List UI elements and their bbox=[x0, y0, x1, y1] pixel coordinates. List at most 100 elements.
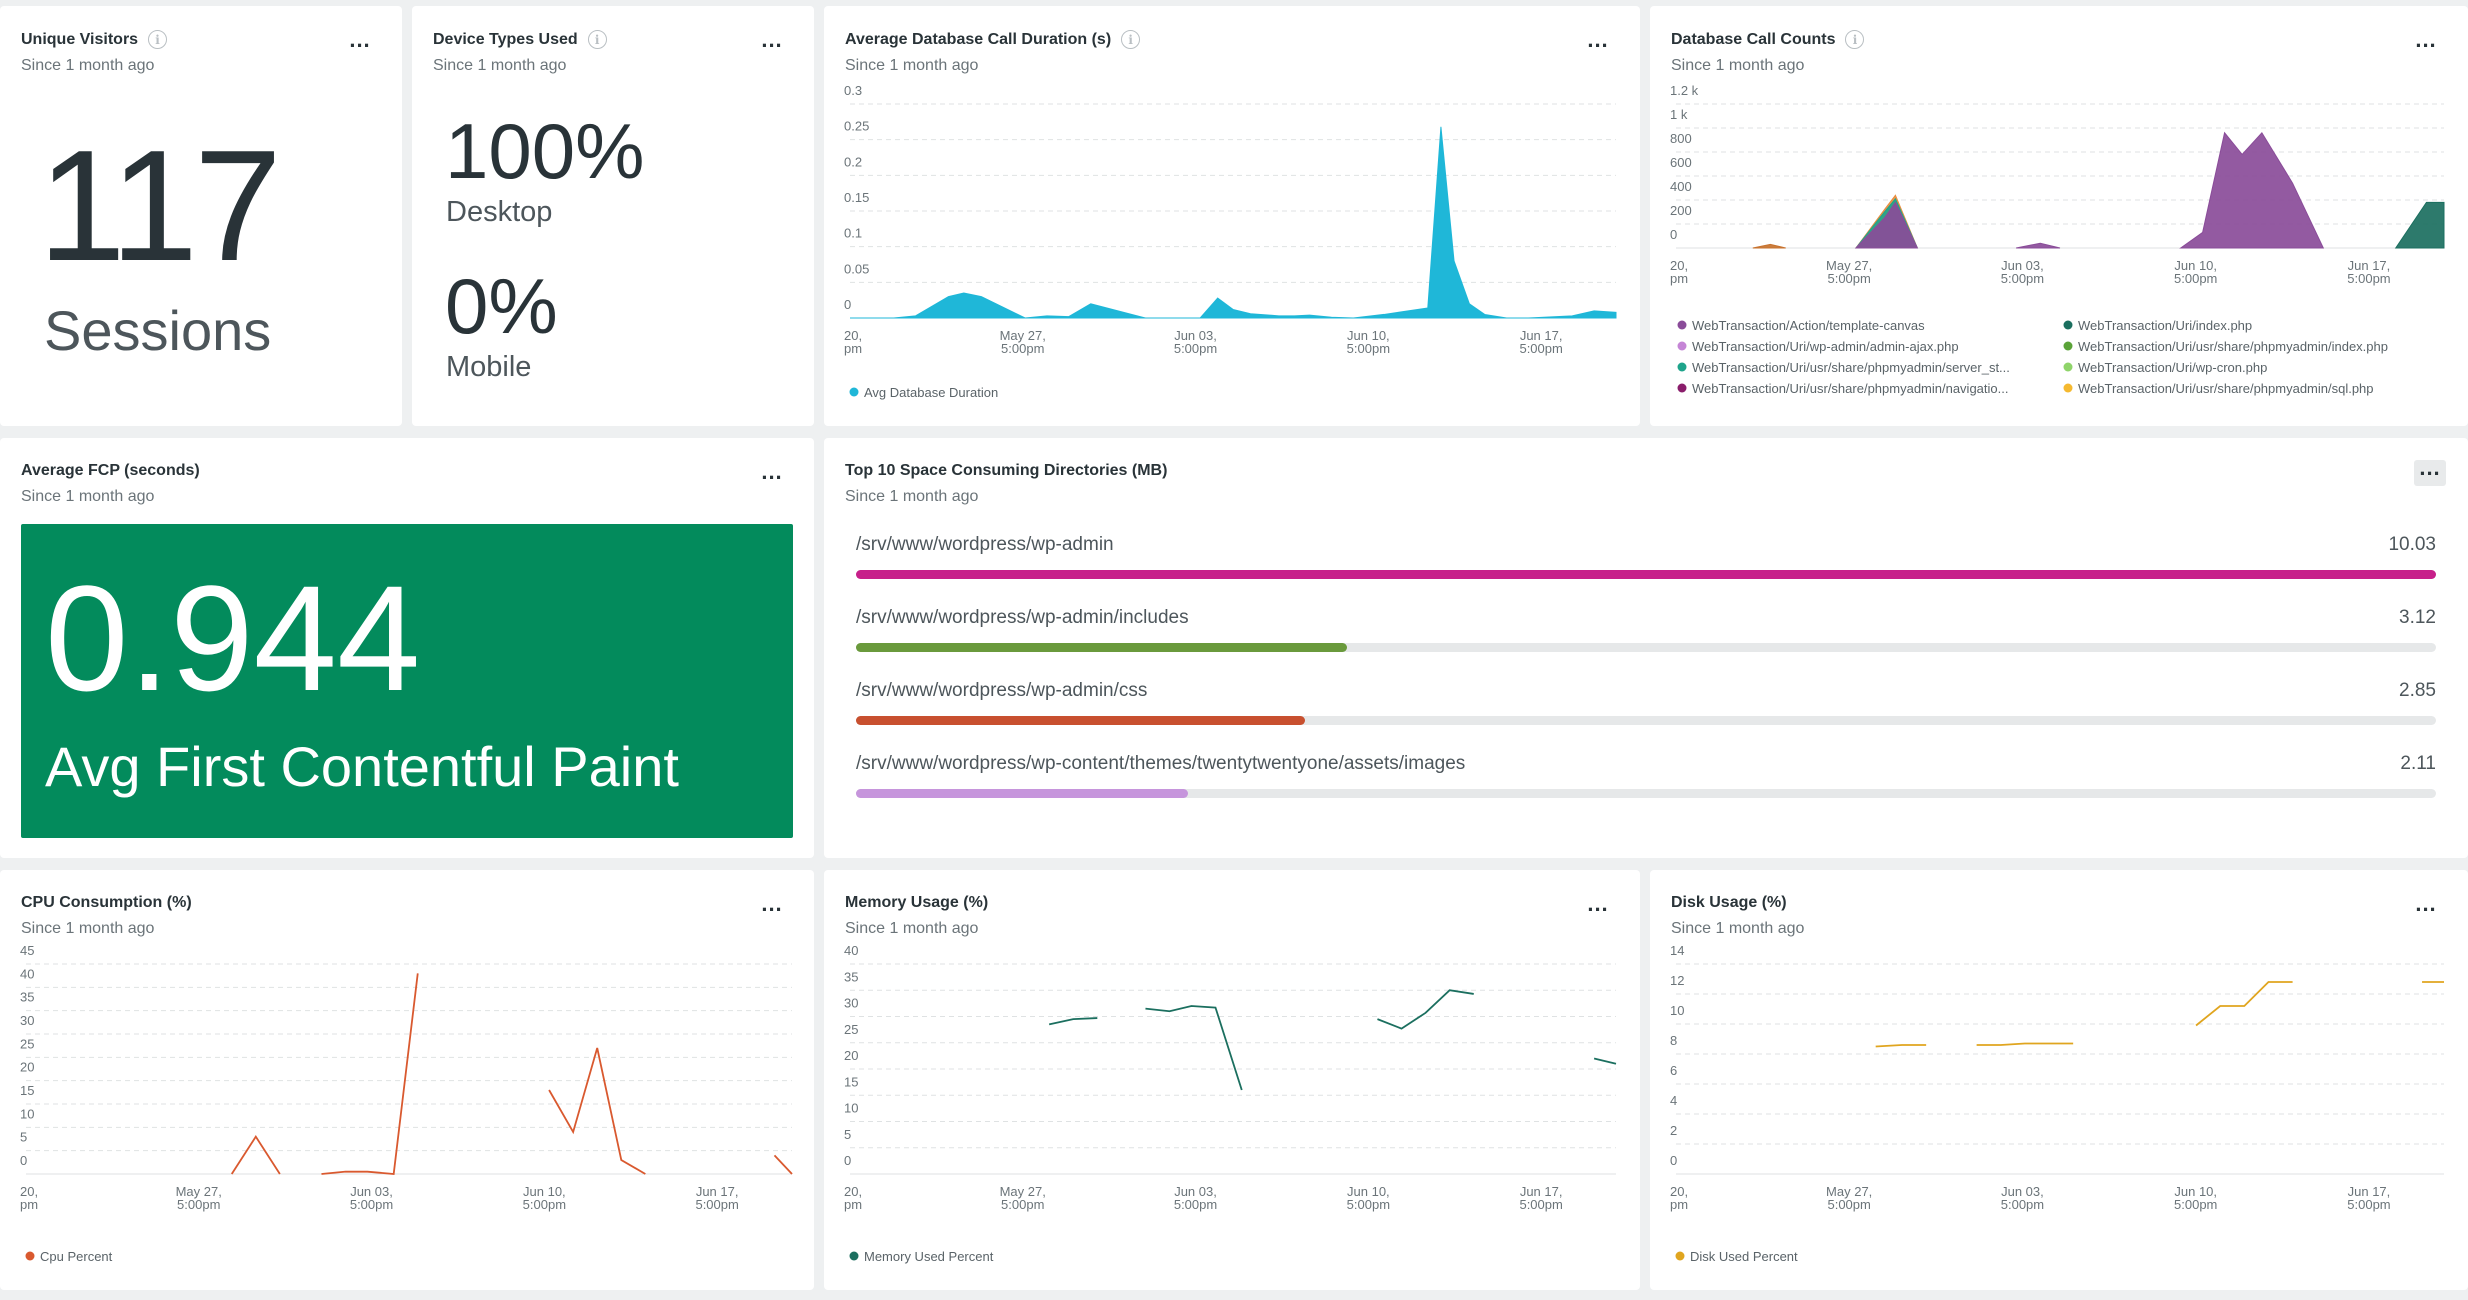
x-tick-label: Jun 03, bbox=[1174, 328, 1217, 343]
x-tick-label: May 27, bbox=[1826, 1184, 1872, 1199]
legend-swatch bbox=[2063, 341, 2073, 351]
x-tick-label: May 27, bbox=[1000, 328, 1046, 343]
device-types-card: Device Types Used i Since 1 month ago ..… bbox=[412, 6, 814, 426]
legend-label: Avg Database Duration bbox=[864, 385, 998, 400]
directory-size: 10.03 bbox=[2388, 534, 2436, 555]
more-options-button[interactable]: ... bbox=[2415, 27, 2437, 52]
legend-swatch bbox=[1677, 362, 1687, 372]
x-tick-label: 5:00pm bbox=[1519, 341, 1562, 356]
x-tick-label: 5:00pm bbox=[2174, 271, 2217, 286]
y-tick-label: 0 bbox=[844, 297, 851, 312]
y-tick-label: 0 bbox=[1670, 1153, 1677, 1168]
card-title: CPU Consumption (%) bbox=[21, 894, 192, 911]
y-tick-label: 10 bbox=[20, 1106, 34, 1121]
x-tick-label: 5:00pm bbox=[1001, 1197, 1044, 1212]
card-title: Database Call Counts bbox=[1671, 30, 1836, 48]
more-options-button[interactable]: ... bbox=[349, 27, 371, 52]
x-tick-label: May 27, bbox=[176, 1184, 222, 1199]
y-tick-label: 15 bbox=[844, 1074, 858, 1089]
x-tick-label: 5:00pm bbox=[1174, 1197, 1217, 1212]
call-count-area bbox=[1752, 243, 1786, 249]
x-tick-label: 5:00pm bbox=[1519, 1197, 1562, 1212]
directory-path: /srv/www/wordpress/wp-admin/includes bbox=[856, 607, 1189, 628]
more-options-button[interactable]: ... bbox=[1587, 891, 1609, 916]
legend-label: WebTransaction/Uri/usr/share/phpmyadmin/… bbox=[1692, 360, 2010, 375]
legend-swatch bbox=[2063, 320, 2073, 330]
card-subtitle: Since 1 month ago bbox=[433, 57, 567, 74]
info-icon[interactable]: i bbox=[148, 30, 168, 49]
x-tick-label: Jun 17, bbox=[2348, 1184, 2391, 1199]
x-tick-label: Jun 17, bbox=[1520, 1184, 1563, 1199]
series-line bbox=[548, 1047, 646, 1175]
call-count-area bbox=[2016, 242, 2061, 249]
legend-swatch bbox=[849, 1251, 859, 1261]
x-tick-label: pm bbox=[1670, 1197, 1688, 1212]
visitor-count-label: Sessions bbox=[44, 299, 272, 362]
bar-fill bbox=[856, 716, 1305, 725]
bar-track bbox=[856, 643, 2436, 652]
y-tick-label: 45 bbox=[20, 943, 34, 958]
legend-swatch bbox=[25, 1251, 35, 1261]
x-tick-label: Jun 03, bbox=[350, 1184, 393, 1199]
avg-fcp-card: Average FCP (seconds) Since 1 month ago … bbox=[0, 438, 814, 858]
y-tick-label: 35 bbox=[20, 990, 34, 1005]
card-title: Average Database Call Duration (s) bbox=[845, 30, 1112, 48]
x-tick-label: 20, bbox=[844, 328, 862, 343]
y-tick-label: 0 bbox=[1670, 227, 1677, 242]
more-options-button[interactable]: ... bbox=[761, 459, 783, 484]
x-tick-label: 5:00pm bbox=[1174, 341, 1217, 356]
directory-path: /srv/www/wordpress/wp-admin bbox=[856, 534, 1114, 555]
info-icon[interactable]: i bbox=[1845, 30, 1865, 49]
memory-card: Memory Usage (%) Since 1 month ago ... 0… bbox=[824, 870, 1640, 1290]
directory-bar-row: /srv/www/wordpress/wp-content/themes/twe… bbox=[856, 753, 2436, 803]
bar-fill bbox=[856, 789, 1189, 798]
duration-area bbox=[850, 126, 1617, 319]
y-tick-label: 600 bbox=[1670, 155, 1692, 170]
card-title-row: Unique Visitors i bbox=[21, 30, 381, 49]
x-tick-label: Jun 10, bbox=[2174, 1184, 2217, 1199]
card-title-row: Average Database Call Duration (s) i bbox=[845, 30, 1619, 49]
call-count-area bbox=[2394, 201, 2445, 249]
more-options-button[interactable]: ... bbox=[2415, 891, 2437, 916]
card-subtitle: Since 1 month ago bbox=[21, 488, 155, 505]
desktop-percent: 100% bbox=[445, 107, 645, 195]
y-tick-label: 20 bbox=[844, 1048, 858, 1063]
x-tick-label: 20, bbox=[20, 1184, 38, 1199]
x-tick-label: May 27, bbox=[1826, 258, 1872, 273]
x-tick-label: 5:00pm bbox=[2001, 271, 2044, 286]
y-tick-label: 10 bbox=[1670, 1003, 1684, 1018]
x-tick-label: 5:00pm bbox=[1347, 1197, 1390, 1212]
card-subtitle: Since 1 month ago bbox=[21, 920, 155, 937]
more-options-button[interactable]: ... bbox=[761, 891, 783, 916]
directory-bar-list: /srv/www/wordpress/wp-admin 10.03/srv/www… bbox=[824, 534, 2468, 834]
y-tick-label: 30 bbox=[20, 1013, 34, 1028]
more-options-button[interactable]: ... bbox=[761, 27, 783, 52]
y-tick-label: 30 bbox=[844, 996, 858, 1011]
y-tick-label: 40 bbox=[20, 966, 34, 981]
card-subtitle: Since 1 month ago bbox=[845, 488, 979, 505]
directory-size: 2.85 bbox=[2399, 680, 2436, 701]
card-title: Top 10 Space Consuming Directories (MB) bbox=[845, 462, 1168, 479]
info-icon[interactable]: i bbox=[587, 30, 607, 49]
y-tick-label: 1 k bbox=[1670, 107, 1688, 122]
y-tick-label: 0.15 bbox=[844, 190, 869, 205]
card-subtitle: Since 1 month ago bbox=[845, 57, 979, 74]
card-title: Disk Usage (%) bbox=[1671, 894, 1787, 911]
directory-size: 3.12 bbox=[2399, 607, 2436, 628]
legend-swatch bbox=[1677, 383, 1687, 393]
legend-label: WebTransaction/Uri/wp-admin/admin-ajax.p… bbox=[1692, 339, 1959, 354]
card-title-row: Database Call Counts i bbox=[1671, 30, 2447, 49]
x-tick-label: 20, bbox=[1670, 258, 1688, 273]
y-tick-label: 12 bbox=[1670, 973, 1684, 988]
info-icon[interactable]: i bbox=[1121, 30, 1141, 49]
more-options-button[interactable]: ... bbox=[1587, 27, 1609, 52]
x-tick-label: Jun 10, bbox=[523, 1184, 566, 1199]
card-title: Memory Usage (%) bbox=[845, 894, 989, 911]
more-options-button[interactable]: ... bbox=[2414, 457, 2446, 486]
bar-track bbox=[856, 789, 2436, 798]
disk-card: Disk Usage (%) Since 1 month ago ... 0 2 4… bbox=[1650, 870, 2468, 1290]
